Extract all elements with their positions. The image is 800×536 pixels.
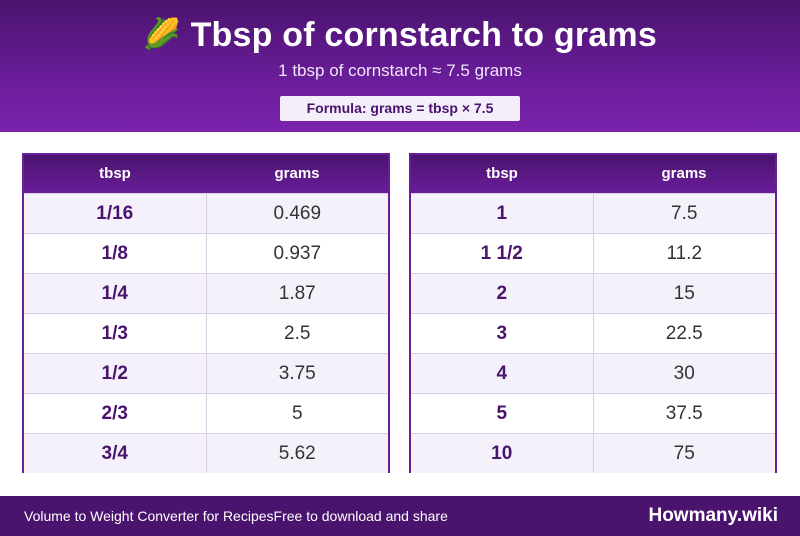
table-body: 1/16 0.469 1/8 0.937 1/4 1.87 1/3 2.5 1/2 3.75 2/3… — [24, 193, 388, 473]
table-row: 2/3 5 — [24, 393, 388, 433]
grams-cell: 15 — [673, 283, 695, 304]
table-body: 1 7.5 1 1/2 11.2 2 15 3 22.5 4 30 5 37.5 10 75 — [411, 193, 775, 473]
tbsp-cell: 10 — [411, 434, 594, 473]
table-row: 1/2 3.75 — [24, 353, 388, 393]
column-header-grams: grams — [661, 165, 707, 182]
header: 🌽 Tbsp of cornstarch to grams 1 tbsp of c… — [0, 0, 800, 132]
footer: Volume to Weight Converter for RecipesFr… — [0, 496, 800, 536]
tbsp-cell: 1/16 — [24, 194, 207, 233]
tbsp-cell: 3 — [411, 314, 594, 353]
footer-text: Volume to Weight Converter for RecipesFr… — [24, 496, 448, 536]
tbsp-cell: 1/2 — [24, 354, 207, 393]
column-header-tbsp: tbsp — [486, 165, 518, 182]
brand-link[interactable]: Howmany.wiki — [648, 505, 778, 526]
table-row: 4 30 — [411, 353, 775, 393]
grams-cell: 30 — [673, 363, 695, 384]
grams-cell: 11.2 — [666, 243, 703, 264]
grams-cell: 3.75 — [278, 363, 316, 384]
column-header-grams: grams — [274, 165, 320, 182]
formula-badge: Formula: grams = tbsp × 7.5 — [280, 96, 520, 121]
table-row: 2 15 — [411, 273, 775, 313]
tbsp-cell: 1/4 — [24, 274, 207, 313]
grams-cell: 2.5 — [284, 323, 311, 344]
table-row: 1/3 2.5 — [24, 313, 388, 353]
tbsp-cell: 1 — [411, 194, 594, 233]
corn-icon: 🌽 — [143, 18, 181, 51]
table-row: 1/16 0.469 — [24, 193, 388, 233]
table-header: tbsp grams — [24, 155, 388, 193]
table-row: 10 75 — [411, 433, 775, 473]
table-row: 1/4 1.87 — [24, 273, 388, 313]
grams-cell: 5 — [291, 403, 303, 424]
grams-cell: 75 — [673, 443, 695, 464]
grams-cell: 0.937 — [273, 243, 322, 264]
grams-cell: 37.5 — [665, 403, 703, 424]
tbsp-cell: 1/3 — [24, 314, 207, 353]
table-row: 1 7.5 — [411, 193, 775, 233]
grams-cell: 7.5 — [671, 203, 698, 224]
conversion-table-left: tbsp grams 1/16 0.469 1/8 0.937 1/4 1.87 1/3 2.… — [22, 153, 390, 473]
footer-left-text: Volume to Weight Converter for Recipes — [24, 508, 274, 524]
table-row: 3 22.5 — [411, 313, 775, 353]
grams-cell: 1.87 — [278, 283, 316, 304]
tbsp-cell: 3/4 — [24, 434, 207, 473]
tbsp-cell: 5 — [411, 394, 594, 433]
table-row: 1 1/2 11.2 — [411, 233, 775, 273]
grams-cell: 0.469 — [273, 203, 322, 224]
tbsp-cell: 1/8 — [24, 234, 207, 273]
conversion-table-right: tbsp grams 1 7.5 1 1/2 11.2 2 15 3 22.5 4 30 5 37.5… — [409, 153, 777, 473]
title-text: Tbsp of cornstarch to grams — [190, 16, 657, 54]
tbsp-cell: 2/3 — [24, 394, 207, 433]
tbsp-cell: 2 — [411, 274, 594, 313]
table-header: tbsp grams — [411, 155, 775, 193]
footer-right-text: Free to download and share — [273, 508, 448, 524]
grams-cell: 5.62 — [278, 443, 316, 464]
table-row: 3/4 5.62 — [24, 433, 388, 473]
page-title: 🌽 Tbsp of cornstarch to grams — [0, 14, 800, 56]
column-header-tbsp: tbsp — [99, 165, 131, 182]
grams-cell: 22.5 — [665, 323, 703, 344]
tbsp-cell: 1 1/2 — [411, 234, 594, 273]
table-row: 1/8 0.937 — [24, 233, 388, 273]
subtitle: 1 tbsp of cornstarch ≈ 7.5 grams — [278, 61, 522, 80]
tbsp-cell: 4 — [411, 354, 594, 393]
table-row: 5 37.5 — [411, 393, 775, 433]
